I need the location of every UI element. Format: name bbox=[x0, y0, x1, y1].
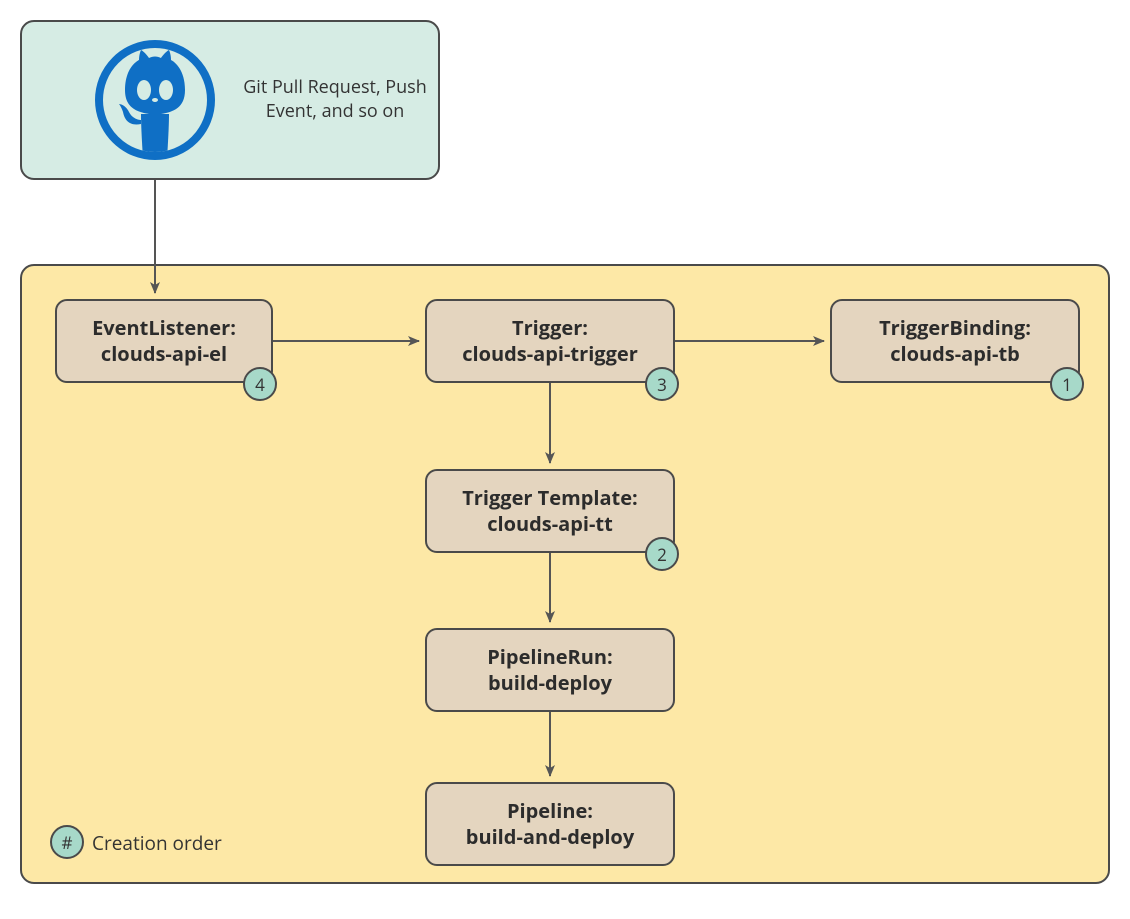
node-line1: PipelineRun: bbox=[487, 644, 613, 670]
badge-num: 3 bbox=[657, 373, 667, 396]
git-event-text: Git Pull Request, Push Event, and so on bbox=[230, 75, 440, 123]
diagram-canvas: Git Pull Request, Push Event, and so on … bbox=[0, 0, 1130, 919]
node-event-listener: EventListener: clouds-api-el bbox=[55, 299, 273, 383]
node-line2: build-and-deploy bbox=[466, 824, 634, 850]
git-event-text-line2: Event, and so on bbox=[266, 99, 405, 123]
node-line1: EventListener: bbox=[92, 315, 236, 341]
legend-text: Creation order bbox=[92, 830, 222, 856]
badge-num: 2 bbox=[657, 543, 667, 566]
node-pipeline-run: PipelineRun: build-deploy bbox=[425, 628, 675, 712]
github-icon bbox=[95, 40, 215, 165]
legend-badge: # bbox=[50, 825, 84, 859]
node-trigger: Trigger: clouds-api-trigger bbox=[425, 299, 675, 383]
node-line1: Pipeline: bbox=[507, 798, 593, 824]
legend-badge-char: # bbox=[62, 831, 73, 854]
node-line2: clouds-api-trigger bbox=[462, 341, 638, 367]
node-trigger-binding: TriggerBinding: clouds-api-tb bbox=[830, 299, 1080, 383]
node-line2: clouds-api-el bbox=[101, 341, 227, 367]
node-trigger-template: Trigger Template: clouds-api-tt bbox=[425, 469, 675, 553]
order-badge-1: 1 bbox=[1050, 367, 1084, 401]
node-pipeline: Pipeline: build-and-deploy bbox=[425, 782, 675, 866]
badge-num: 1 bbox=[1062, 373, 1072, 396]
node-line1: Trigger: bbox=[512, 315, 588, 341]
order-badge-3: 3 bbox=[645, 367, 679, 401]
order-badge-2: 2 bbox=[645, 537, 679, 571]
git-event-text-line1: Git Pull Request, Push bbox=[243, 75, 427, 99]
node-line2: clouds-api-tt bbox=[487, 511, 613, 537]
node-line1: TriggerBinding: bbox=[879, 315, 1031, 341]
badge-num: 4 bbox=[255, 373, 265, 396]
node-line2: clouds-api-tb bbox=[890, 341, 1020, 367]
node-line1: Trigger Template: bbox=[462, 485, 638, 511]
node-line2: build-deploy bbox=[488, 670, 612, 696]
order-badge-4: 4 bbox=[243, 367, 277, 401]
